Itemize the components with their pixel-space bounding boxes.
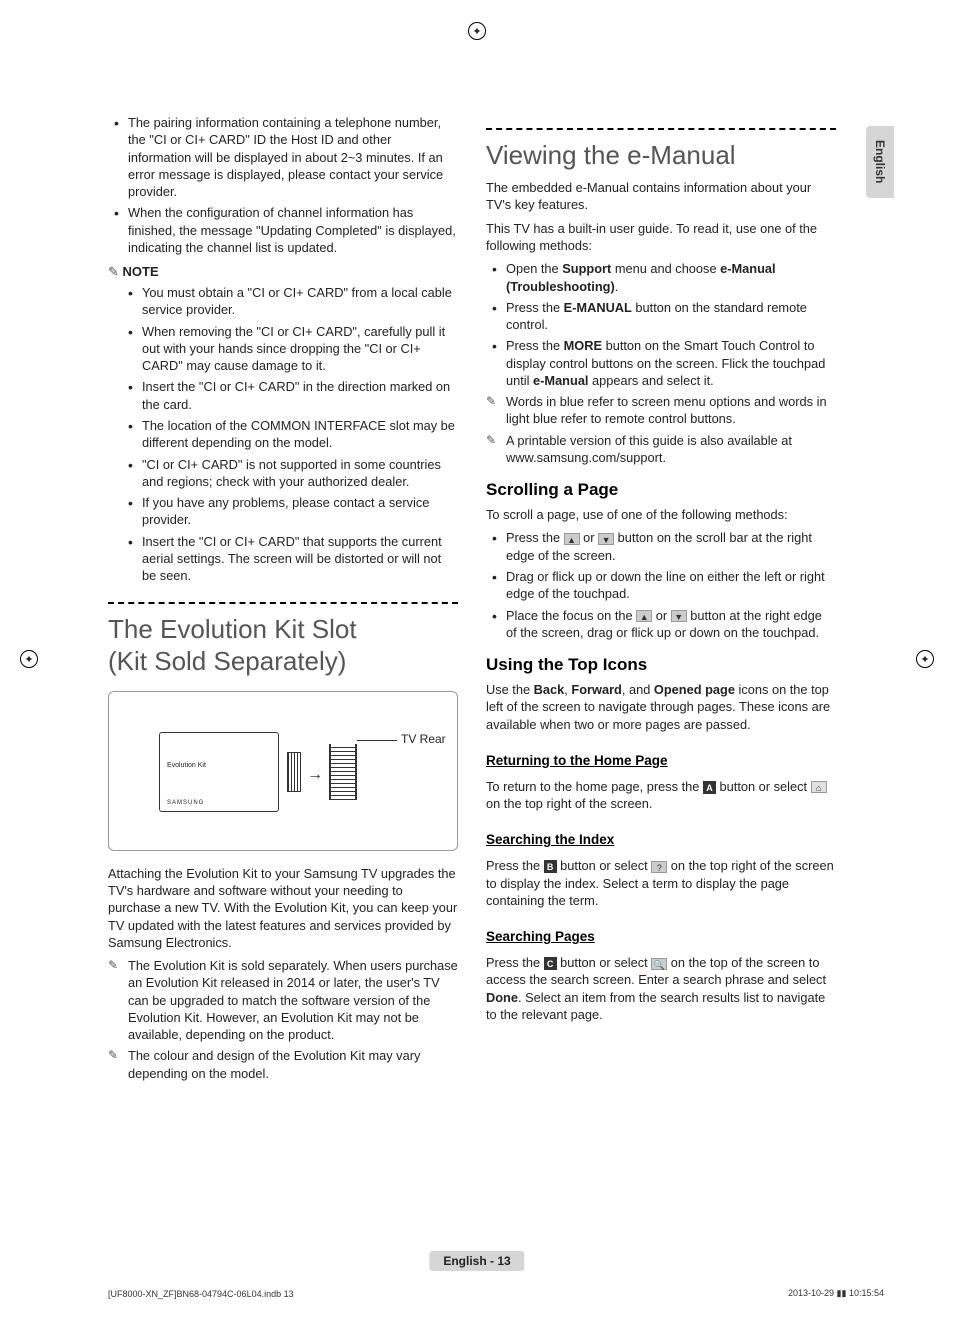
- list-item: If you have any problems, please contact…: [122, 494, 458, 529]
- scrolling-bullets: Press the ▲ or ▼ button on the scroll ba…: [486, 529, 836, 641]
- home-icon: ⌂: [811, 781, 827, 793]
- page-content: The pairing information containing a tel…: [108, 110, 838, 1086]
- evolution-kit-brand: SAMSUNG: [167, 800, 204, 806]
- down-arrow-icon: ▼: [671, 610, 687, 622]
- evolution-kit-notes: The Evolution Kit is sold separately. Wh…: [108, 957, 458, 1082]
- right-column: Viewing the e-Manual The embedded e-Manu…: [486, 110, 836, 1086]
- emanual-title: Viewing the e-Manual: [486, 128, 836, 171]
- emanual-intro2: This TV has a built-in user guide. To re…: [486, 220, 836, 255]
- emanual-methods: Open the Support menu and choose e-Manua…: [486, 260, 836, 389]
- list-item: The pairing information containing a tel…: [108, 114, 458, 200]
- callout-line: [357, 740, 397, 741]
- top-icons-title: Using the Top Icons: [486, 655, 836, 675]
- searching-index-title: Searching the Index: [486, 832, 614, 847]
- list-item: When removing the "CI or CI+ CARD", care…: [122, 323, 458, 375]
- note-label: NOTE: [108, 264, 458, 280]
- language-tab: English: [866, 126, 894, 198]
- a-button-icon: A: [703, 781, 716, 794]
- list-item: Press the ▲ or ▼ button on the scroll ba…: [486, 529, 836, 564]
- registration-mark-top: ✦: [468, 22, 486, 40]
- arrow-icon: →: [307, 766, 323, 784]
- emanual-intro1: The embedded e-Manual contains informati…: [486, 179, 836, 214]
- tv-slot-icon: [329, 744, 357, 800]
- index-icon: ?: [651, 861, 667, 873]
- list-item: "CI or CI+ CARD" is not supported in som…: [122, 456, 458, 491]
- title-line1: The Evolution Kit Slot: [108, 614, 357, 644]
- list-item: Place the focus on the ▲ or ▼ button at …: [486, 607, 836, 642]
- list-item: Words in blue refer to screen menu optio…: [486, 393, 836, 428]
- footer-filename: [UF8000-XN_ZF]BN68-04794C-06L04.indb 13: [108, 1289, 294, 1299]
- up-arrow-icon: ▲: [636, 610, 652, 622]
- evolution-kit-figure: Evolution Kit SAMSUNG → TV Rear: [108, 691, 458, 851]
- up-arrow-icon: ▲: [564, 533, 580, 545]
- returning-home-title: Returning to the Home Page: [486, 753, 668, 768]
- b-button-icon: B: [544, 860, 557, 873]
- registration-mark-left: ✦: [20, 650, 38, 668]
- tv-rear-label: TV Rear: [401, 732, 446, 746]
- searching-pages-title: Searching Pages: [486, 929, 595, 944]
- note-bullets: You must obtain a "CI or CI+ CARD" from …: [108, 284, 458, 584]
- c-button-icon: C: [544, 957, 557, 970]
- page-number: English - 13: [429, 1251, 524, 1271]
- list-item: When the configuration of channel inform…: [108, 204, 458, 256]
- list-item: Drag or flick up or down the line on eit…: [486, 568, 836, 603]
- down-arrow-icon: ▼: [598, 533, 614, 545]
- connector-icon: [287, 752, 301, 792]
- emanual-method-notes: Words in blue refer to screen menu optio…: [486, 393, 836, 466]
- evolution-kit-label: Evolution Kit: [167, 762, 206, 769]
- list-item: Insert the "CI or CI+ CARD" in the direc…: [122, 378, 458, 413]
- evolution-kit-paragraph: Attaching the Evolution Kit to your Sams…: [108, 865, 458, 951]
- footer-timestamp: 2013-10-29 ▮▮ 10:15:54: [788, 1288, 884, 1299]
- returning-home-para: To return to the home page, press the A …: [486, 778, 836, 813]
- title-line2: (Kit Sold Separately): [108, 646, 346, 676]
- searching-index-para: Press the B button or select ? on the to…: [486, 857, 836, 909]
- language-tab-label: English: [873, 140, 887, 183]
- list-item: Insert the "CI or CI+ CARD" that support…: [122, 533, 458, 585]
- list-item: You must obtain a "CI or CI+ CARD" from …: [122, 284, 458, 319]
- evolution-kit-title: The Evolution Kit Slot (Kit Sold Separat…: [108, 602, 458, 676]
- pairing-bullets: The pairing information containing a tel…: [108, 114, 458, 256]
- list-item: Press the E-MANUAL button on the standar…: [486, 299, 836, 334]
- top-icons-para: Use the Back, Forward, and Opened page i…: [486, 681, 836, 733]
- list-item: The colour and design of the Evolution K…: [108, 1047, 458, 1082]
- list-item: The location of the COMMON INTERFACE slo…: [122, 417, 458, 452]
- list-item: Press the MORE button on the Smart Touch…: [486, 337, 836, 389]
- left-column: The pairing information containing a tel…: [108, 110, 458, 1086]
- search-icon: 🔍: [651, 958, 667, 970]
- list-item: Open the Support menu and choose e-Manua…: [486, 260, 836, 295]
- scrolling-title: Scrolling a Page: [486, 480, 836, 500]
- searching-pages-para: Press the C button or select 🔍 on the to…: [486, 954, 836, 1023]
- registration-mark-right: ✦: [916, 650, 934, 668]
- list-item: A printable version of this guide is als…: [486, 432, 836, 467]
- scrolling-intro: To scroll a page, use of one of the foll…: [486, 506, 836, 523]
- list-item: The Evolution Kit is sold separately. Wh…: [108, 957, 458, 1043]
